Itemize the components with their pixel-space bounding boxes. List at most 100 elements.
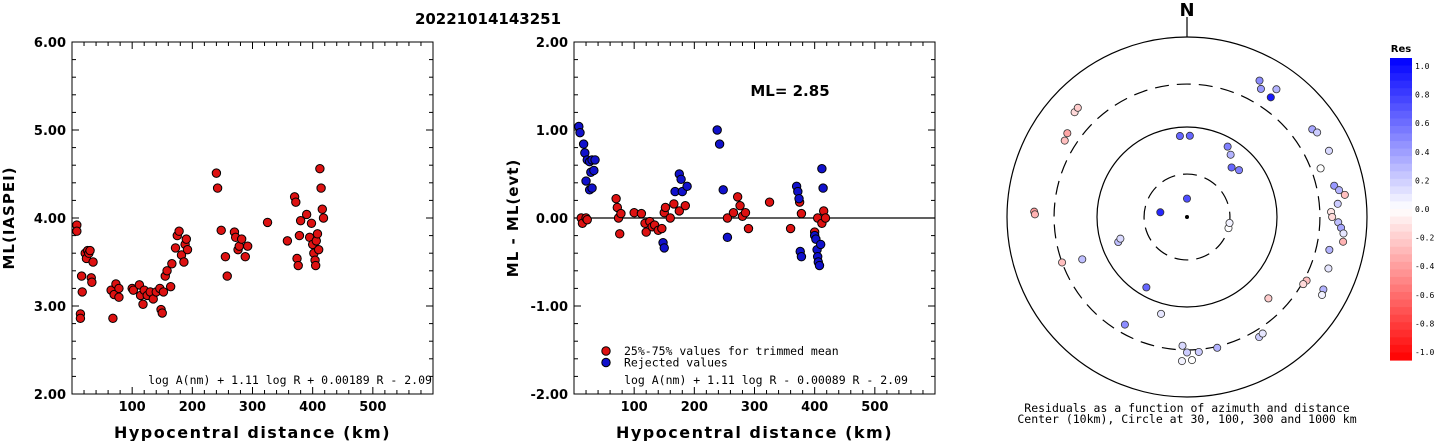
north-label: N <box>1179 0 1194 21</box>
data-point <box>128 285 139 295</box>
data-point <box>636 208 647 219</box>
station-residual-point <box>1120 320 1129 329</box>
colorbar-tick-label: -0.4 <box>1415 262 1434 271</box>
x-tick-label: 200 <box>179 400 206 415</box>
station-residual-point <box>1142 283 1151 292</box>
data-point <box>282 236 293 246</box>
data-point <box>682 181 692 192</box>
data-point <box>138 299 148 309</box>
colorbar-tick-label: 0.0 <box>1415 205 1430 214</box>
legend-label: 25%-75% values for trimmed mean <box>624 344 839 358</box>
station-residual-point <box>1178 341 1187 350</box>
colorbar-segment <box>1390 322 1412 331</box>
colorbar-segment <box>1390 276 1412 286</box>
colorbar-segment <box>1390 133 1412 142</box>
station-residual-point <box>1255 76 1264 85</box>
station-residual-point <box>1227 163 1236 172</box>
station-residual-point <box>1183 348 1192 357</box>
station-residual-point <box>1258 329 1267 338</box>
colorbar-segment <box>1390 337 1412 346</box>
station-residual-point <box>1175 132 1184 141</box>
data-point <box>72 226 82 236</box>
station-residual-point <box>1213 343 1222 352</box>
data-point <box>732 192 743 202</box>
colorbar-segment <box>1390 314 1412 323</box>
ml-annotation: ML= 2.85 <box>750 82 829 100</box>
data-point <box>680 200 691 211</box>
data-point <box>157 308 167 318</box>
station-residual-point <box>1330 181 1339 190</box>
data-point <box>315 164 325 174</box>
data-point <box>236 234 247 244</box>
data-point <box>240 252 250 262</box>
data-point <box>785 223 796 234</box>
map-caption-line2: Center (10km), Circle at 30, 100, 300 an… <box>1017 412 1356 426</box>
colorbar-segment <box>1390 58 1412 67</box>
station-residual-point <box>1272 85 1281 94</box>
data-point <box>676 174 686 184</box>
colorbar-segment <box>1390 80 1412 89</box>
x-axis-label: Hypocentral distance (km) <box>114 423 391 441</box>
station-residual-point <box>1078 255 1087 264</box>
data-point <box>85 245 95 256</box>
data-point <box>575 127 585 138</box>
data-point <box>814 260 825 271</box>
station-residual-point <box>1060 136 1069 145</box>
station-residual-point <box>1063 129 1072 138</box>
y-axis-label: ML(IASPEI) <box>0 166 18 269</box>
data-point <box>293 260 303 271</box>
station-residual-point <box>1264 294 1273 303</box>
colorbar-segment <box>1390 352 1412 361</box>
data-point <box>587 183 597 193</box>
station-residual-point <box>1187 356 1196 365</box>
data-point <box>743 223 754 234</box>
data-point <box>794 193 804 204</box>
data-point <box>590 155 600 165</box>
x-tick-label: 100 <box>621 400 648 415</box>
colorbar-tick-label: -0.8 <box>1415 319 1434 328</box>
legend-marker <box>601 357 611 368</box>
station-residual-point <box>1299 280 1308 289</box>
station-residual-point <box>1325 245 1334 254</box>
y-tick-label: 1.00 <box>536 124 568 139</box>
data-point <box>174 226 184 236</box>
station-residual-point <box>1223 142 1232 151</box>
residual-colorbar: Res 1.0 0.8 0.6 0.4 0.2 0.0 -0.2 -0.4 -0.6 -0.8 -1.… <box>1390 44 1434 361</box>
data-point <box>660 202 671 213</box>
station-residual-point <box>1328 212 1337 221</box>
data-point <box>818 183 828 193</box>
data-point <box>820 213 831 223</box>
colorbar-segment <box>1390 156 1412 165</box>
data-point <box>611 193 621 204</box>
data-point <box>262 217 273 228</box>
data-point <box>735 200 745 211</box>
x-tick-label: 500 <box>359 400 386 415</box>
colorbar-segment <box>1390 269 1412 278</box>
colorbar-segment <box>1390 125 1412 135</box>
station-residual-point <box>1266 93 1275 102</box>
colorbar-tick-label: 0.2 <box>1415 176 1430 185</box>
data-point <box>313 244 324 255</box>
data-point <box>114 283 124 294</box>
data-point <box>76 271 87 281</box>
colorbar-segment <box>1390 193 1412 203</box>
colorbar-segment <box>1390 186 1412 195</box>
x-tick-label: 300 <box>239 400 266 415</box>
x-tick-label: 400 <box>801 400 828 415</box>
distance-ring <box>1143 173 1231 261</box>
y-tick-label: 2.00 <box>536 36 568 51</box>
y-tick-label: 2.00 <box>34 388 66 403</box>
data-point <box>589 165 599 176</box>
data-point <box>222 271 232 281</box>
data-point <box>722 232 733 243</box>
colorbar-segment <box>1390 73 1412 82</box>
colorbar-segment <box>1390 118 1412 127</box>
formula-label: log A(nm) + 1.11 log R - 0.00089 R - 2.0… <box>624 373 908 387</box>
colorbar-title: Res <box>1391 44 1411 55</box>
data-point <box>306 218 317 228</box>
data-point <box>312 229 323 239</box>
legend-label: Rejected values <box>624 356 728 370</box>
colorbar-segment <box>1390 224 1412 233</box>
y-tick-label: -1.00 <box>531 300 568 315</box>
